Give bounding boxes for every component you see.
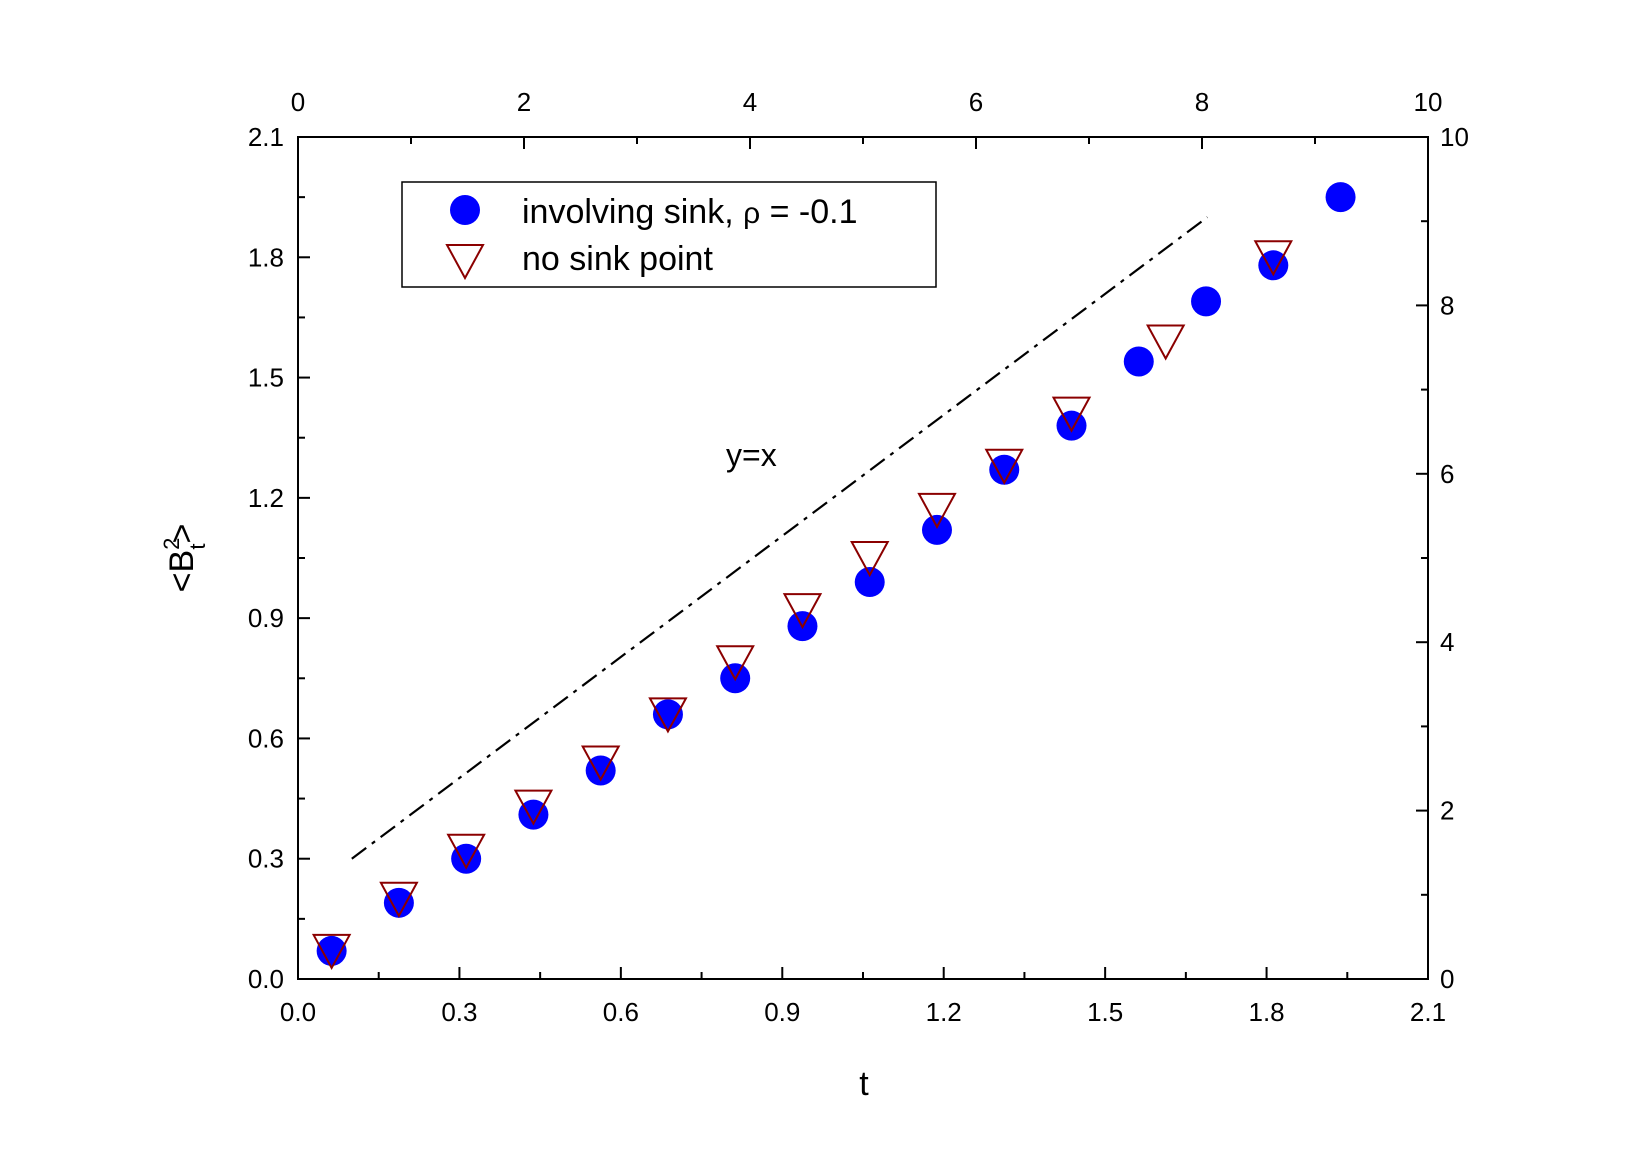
point-involving-sink xyxy=(652,699,683,730)
point-no-sink xyxy=(715,645,755,682)
y-tick-label: 0.6 xyxy=(248,723,284,753)
x-tick-label: 0.0 xyxy=(280,997,316,1027)
y-tick-label: 1.2 xyxy=(248,483,284,513)
x-tick-label: 1.2 xyxy=(926,997,962,1027)
point-no-sink xyxy=(580,745,621,782)
y-axis-title: <B2t> xyxy=(159,524,210,593)
y-axis-title-sub: t xyxy=(185,543,210,549)
x-tick-label: 1.8 xyxy=(1248,997,1284,1027)
point-involving-sink xyxy=(1191,286,1222,317)
point-no-sink xyxy=(917,492,957,529)
point-no-sink xyxy=(782,593,823,630)
y-tick-label: 0.9 xyxy=(248,603,284,633)
legend-label-involving-rho: ρ xyxy=(743,197,760,230)
point-no-sink xyxy=(648,697,688,734)
right-tick-label: 4 xyxy=(1440,627,1454,657)
point-no-sink xyxy=(1051,396,1092,433)
point-involving-sink xyxy=(1056,410,1087,441)
right-tick-label: 6 xyxy=(1440,459,1454,489)
legend-label-involving: involving sink, ρ = -0.1 xyxy=(522,193,858,231)
ticks-layer: 0.0 0.3 0.6 0.9 1.2 1.5 1.8 2.1 0.0 0.3 0.6 0.9 1.2 1… xyxy=(248,87,1469,1027)
legend: involving sink, ρ = -0.1 no sink point xyxy=(401,181,937,288)
x-axis-title: t xyxy=(859,1065,869,1103)
right-tick-label: 0 xyxy=(1440,964,1454,994)
point-involving-sink xyxy=(1325,182,1356,213)
y-tick-label: 1.8 xyxy=(248,242,284,272)
point-no-sink xyxy=(446,833,486,870)
point-involving-sink xyxy=(316,935,347,966)
x-tick-label: 1.5 xyxy=(1087,997,1123,1027)
x-tick-label: 0.9 xyxy=(764,997,800,1027)
x-tick-label: 0.3 xyxy=(441,997,477,1027)
right-tick-label: 2 xyxy=(1440,796,1454,826)
top-tick-label: 4 xyxy=(743,87,757,117)
reference-line-yx xyxy=(351,216,1209,860)
legend-label-no-sink: no sink point xyxy=(522,240,713,278)
point-involving-sink xyxy=(585,755,616,786)
point-involving-sink xyxy=(1123,346,1154,377)
y-tick-label: 2.1 xyxy=(248,122,284,152)
annotation-yx: y=x xyxy=(726,437,777,473)
top-tick-label: 0 xyxy=(291,87,305,117)
top-tick-label: 2 xyxy=(517,87,531,117)
point-involving-sink xyxy=(518,799,549,830)
point-no-sink xyxy=(311,933,352,971)
point-no-sink xyxy=(984,448,1024,485)
point-involving-sink xyxy=(451,843,482,874)
top-tick-label: 10 xyxy=(1414,87,1443,117)
point-no-sink xyxy=(379,881,419,918)
point-no-sink xyxy=(1145,324,1186,361)
point-involving-sink xyxy=(921,514,952,545)
reference-line-layer xyxy=(351,216,1209,860)
point-no-sink xyxy=(1253,240,1293,277)
legend-marker-involving xyxy=(450,195,480,225)
point-involving-sink xyxy=(854,567,885,598)
right-tick-label: 8 xyxy=(1440,290,1454,320)
top-tick-label: 8 xyxy=(1195,87,1209,117)
top-tick-label: 6 xyxy=(969,87,983,117)
y-axis-title-sup: 2 xyxy=(159,538,184,550)
point-involving-sink xyxy=(383,887,414,918)
point-involving-sink xyxy=(1258,250,1289,281)
y-tick-label: 1.5 xyxy=(248,363,284,393)
legend-box xyxy=(401,181,937,288)
legend-label-involving-prefix: involving sink, xyxy=(522,193,743,231)
y-axis-title-main: <B xyxy=(163,550,201,593)
x-tick-label: 0.6 xyxy=(603,997,639,1027)
y-axis-title-end: > xyxy=(163,524,201,544)
x-tick-label: 2.1 xyxy=(1410,997,1446,1027)
right-tick-label: 10 xyxy=(1440,122,1469,152)
point-involving-sink xyxy=(989,454,1020,485)
y-tick-label: 0.3 xyxy=(248,844,284,874)
legend-marker-no-sink xyxy=(445,244,485,281)
y-tick-label: 0.0 xyxy=(248,964,284,994)
legend-label-involving-suffix: = -0.1 xyxy=(760,193,857,231)
points-layer xyxy=(311,182,1356,971)
point-no-sink xyxy=(513,789,554,826)
point-no-sink xyxy=(850,541,890,578)
